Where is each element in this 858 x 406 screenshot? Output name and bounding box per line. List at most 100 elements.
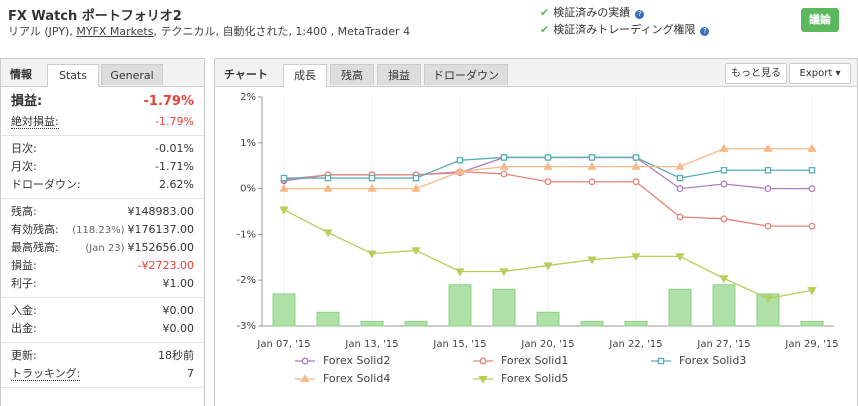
stats-value: 18秒前: [158, 349, 194, 362]
point: [675, 161, 685, 170]
stats-value-wrap: 7: [187, 365, 194, 383]
bar: [756, 293, 780, 327]
tab[interactable]: ドローダウン: [424, 64, 508, 85]
point: [764, 167, 772, 174]
stats-panel: 情報 Stats General 損益: -1.79% 絶対損益: -1.79% 日次:…: [0, 58, 205, 406]
stats-label-wrap: ドローダウン:: [11, 176, 81, 194]
bar: [360, 320, 384, 327]
bar: [712, 284, 736, 327]
stats-value: -1.71%: [155, 160, 194, 173]
stats-group: 残高: ¥148983.00 有効残高: (118.23%) ¥176137.00 最高残…: [1, 199, 204, 298]
tab[interactable]: 残高: [330, 64, 374, 85]
tab[interactable]: 成長: [283, 64, 327, 87]
point: [719, 143, 729, 152]
point: [367, 183, 377, 192]
stats-value: -0.01%: [155, 142, 194, 155]
stats-value: ¥0.00: [162, 322, 195, 335]
panel-header: 情報 Stats General: [1, 59, 204, 87]
stats-value: -1.79%: [155, 115, 194, 128]
stats-value-wrap: -0.01%: [155, 140, 194, 158]
x-tick-label: Jan 22, '15: [608, 339, 662, 350]
point: [499, 268, 509, 277]
point: [632, 154, 640, 161]
tab[interactable]: General: [101, 64, 163, 85]
stats-label: 出金:: [11, 322, 37, 335]
point: [676, 213, 684, 221]
stats-label-wrap: 利子:: [11, 275, 37, 293]
stats-group: 更新: 18秒前トラッキング: 7: [1, 343, 204, 388]
point: [544, 154, 552, 161]
point: [676, 185, 684, 193]
point: [455, 268, 465, 277]
stats-label-wrap: 損益:: [11, 257, 37, 275]
stats-value: ¥1.00: [162, 277, 195, 290]
point: [808, 222, 816, 230]
stats-value-wrap: -1.79%: [155, 113, 194, 131]
export-button[interactable]: Export ▾: [789, 63, 851, 84]
stats-label: 損益:: [11, 259, 37, 272]
stats-row: 入金: ¥0.00: [1, 302, 204, 320]
legend-marker: [479, 357, 487, 365]
point: [500, 170, 508, 178]
y-tick-label: -3%: [237, 321, 256, 332]
chart-panel: チャート 成長 残高 損益 ドローダウン もっと見る Export ▾ -3% -…: [214, 58, 858, 406]
stats-label: ドローダウン:: [11, 178, 81, 191]
panel-title: チャート: [224, 68, 268, 81]
point: [720, 167, 728, 174]
point: [631, 253, 641, 262]
stats-value-wrap: -1.79%: [144, 91, 195, 113]
bar: [316, 311, 340, 327]
point: [675, 253, 685, 262]
point: [720, 215, 728, 223]
bar: [668, 288, 692, 327]
stats-row: 有効残高: (118.23%) ¥176137.00: [1, 221, 204, 239]
broker-link[interactable]: MYFX Markets: [76, 25, 154, 38]
stats-row: 損益: -¥2723.00: [1, 257, 204, 275]
stats-label-wrap: トラッキング:: [11, 365, 81, 383]
stats-label-wrap: 残高:: [11, 203, 37, 221]
more-button[interactable]: もっと見る: [725, 63, 787, 84]
point: [323, 183, 333, 192]
point: [676, 174, 684, 182]
point: [280, 174, 288, 182]
point: [631, 161, 641, 170]
bar: [580, 320, 604, 327]
point: [543, 262, 553, 271]
point: [279, 183, 289, 192]
bar: [624, 320, 648, 327]
stats-value: 7: [187, 367, 194, 380]
legend-marker: [301, 357, 309, 365]
stats-value: ¥148983.00: [127, 205, 194, 218]
point: [764, 222, 772, 230]
stats-value-wrap: -¥2723.00: [138, 257, 194, 275]
bar: [492, 288, 516, 327]
legend-label: Forex Solid3: [679, 354, 746, 367]
stats-value-wrap: -1.71%: [155, 158, 194, 176]
stats-note: (118.23%): [72, 225, 125, 236]
verified: ✔ 検証済みトレーディング権限?: [540, 21, 710, 37]
legend-marker: [300, 374, 310, 383]
subtitle-text: , テクニカル, 自動化された, 1:400 , MetaTrader 4: [153, 25, 411, 38]
point: [587, 161, 597, 170]
tab[interactable]: 損益: [377, 64, 421, 85]
point: [808, 185, 816, 193]
stats-label: 有効残高:: [11, 223, 59, 236]
stats-label: 損益:: [11, 94, 43, 109]
point: [543, 161, 553, 170]
point: [279, 206, 289, 215]
stats-row: 月次: -1.71%: [1, 158, 204, 176]
verified: ✔ 検証済みの実績?: [540, 4, 645, 20]
legend-label: Forex Solid4: [323, 372, 390, 385]
bar: [800, 320, 824, 327]
point: [587, 256, 597, 265]
panel-title: 情報: [10, 68, 32, 81]
stats-label-wrap: 更新:: [11, 347, 37, 365]
stats-label-wrap: 有効残高:: [11, 221, 59, 239]
discuss-button[interactable]: 議論: [801, 8, 839, 32]
point: [323, 229, 333, 238]
x-tick-label: Jan 27, '15: [696, 339, 750, 350]
tab[interactable]: Stats: [47, 64, 99, 87]
stats-value-wrap: ¥148983.00: [128, 203, 194, 221]
chart: -3% -2% -1% 0% 1% 2% Jan 07, '15 Jan 13, '15 Jan…: [237, 92, 839, 385]
point: [807, 287, 817, 296]
